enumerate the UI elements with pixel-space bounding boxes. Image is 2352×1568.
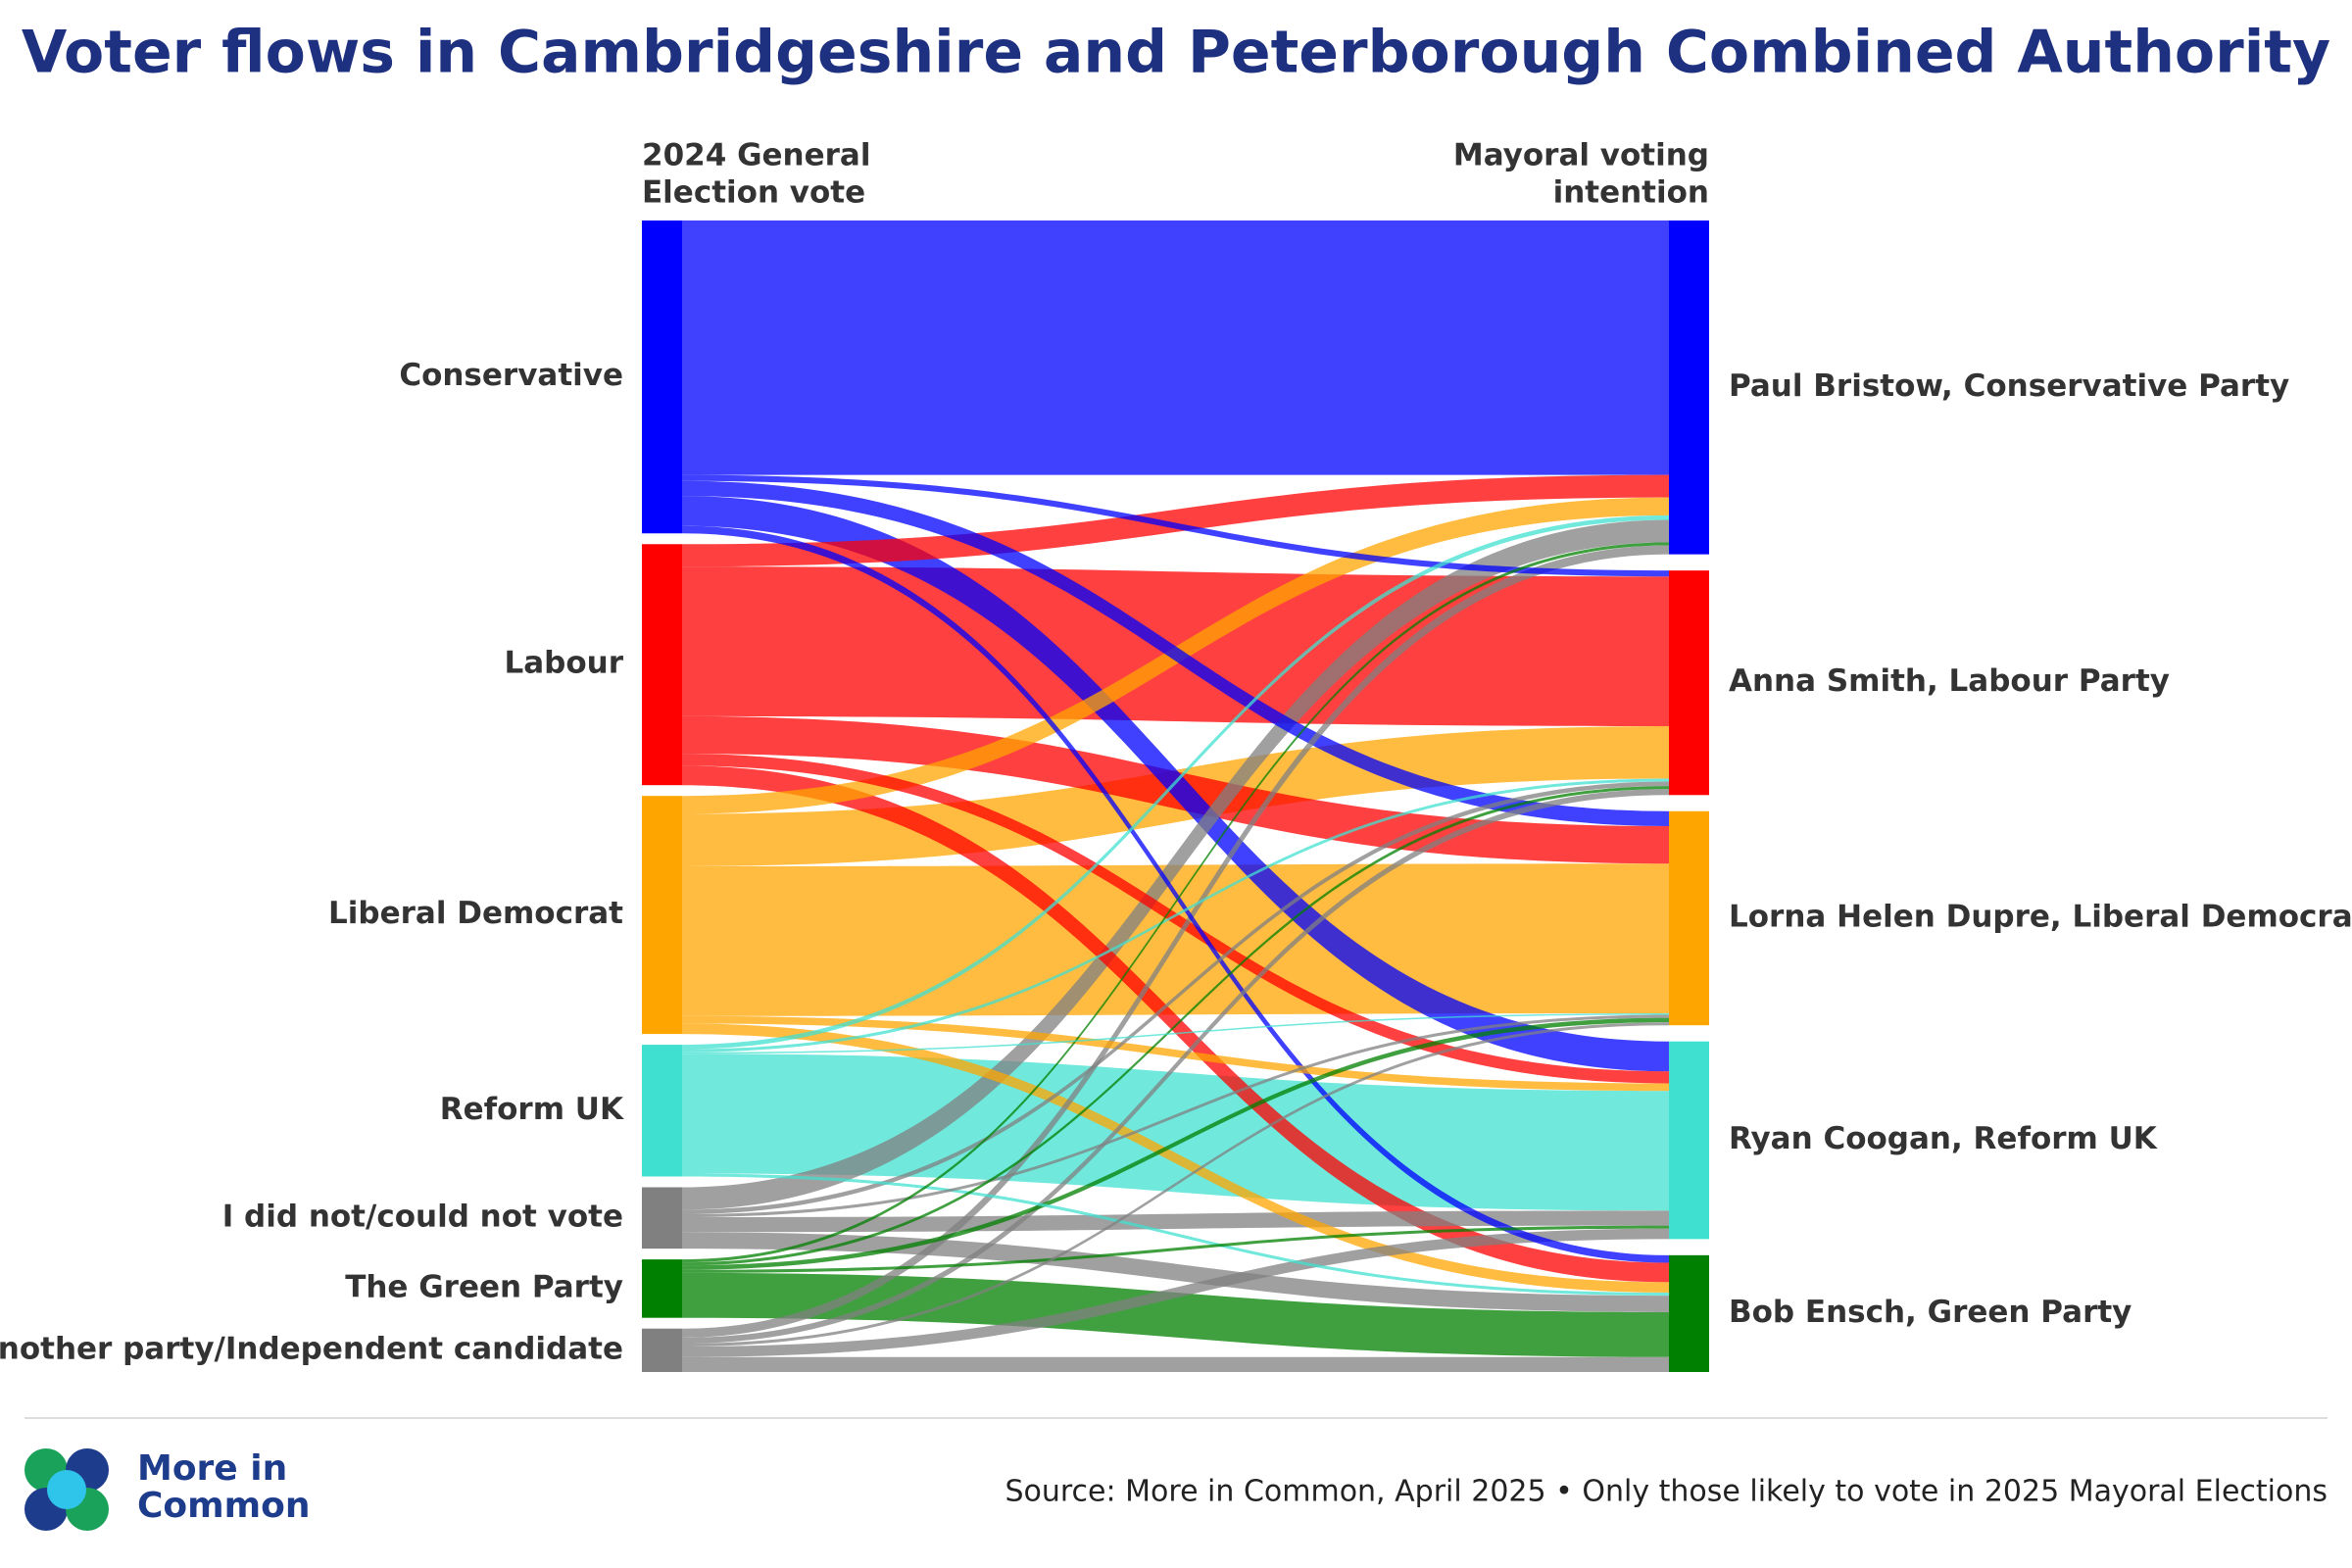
- source-label: Another party/Independent candidate: [0, 1331, 623, 1366]
- target-label: Lorna Helen Dupre, Liberal Democrats: [1729, 899, 2352, 934]
- flow: [682, 474, 1669, 567]
- source-node: [642, 220, 682, 534]
- flow: [682, 1173, 1669, 1297]
- flow: [682, 765, 1669, 1283]
- target-node: [1669, 220, 1709, 555]
- chart-title: Voter flows in Cambridgeshire and Peterb…: [22, 19, 2330, 87]
- logo-circle: [47, 1470, 86, 1509]
- left-heading: Election vote: [642, 175, 865, 211]
- flows: [682, 220, 1669, 1372]
- left-heading: 2024 General: [642, 138, 870, 173]
- source-node: [642, 1187, 682, 1250]
- source-node: [642, 1259, 682, 1318]
- flow: [682, 1012, 1669, 1054]
- flow: [682, 480, 1669, 827]
- flow: [682, 1022, 1669, 1348]
- right-heading: Mayoral voting: [1453, 138, 1709, 173]
- source-node: [642, 544, 682, 786]
- flow: [682, 514, 1669, 1050]
- target-label: Bob Ensch, Green Party: [1729, 1295, 2132, 1330]
- flow: [682, 1023, 1669, 1294]
- nodes: Conservative Labour Liberal Democrat Reform…: [0, 220, 2352, 1372]
- flow: [682, 1225, 1669, 1273]
- target-node: [1669, 570, 1709, 796]
- flow: [682, 1210, 1669, 1233]
- source-label: Reform UK: [440, 1092, 624, 1127]
- flow: [682, 525, 1669, 1263]
- flow: [682, 781, 1669, 1214]
- logo-text: Common: [137, 1486, 311, 1526]
- flow: [682, 1356, 1669, 1372]
- logo: [24, 1448, 109, 1531]
- flow: [682, 789, 1669, 1344]
- flow: [682, 545, 1669, 1338]
- flow: [682, 220, 1669, 475]
- target-node: [1669, 810, 1709, 1026]
- flow: [682, 754, 1669, 1084]
- target-node: [1669, 1254, 1709, 1372]
- source-node: [642, 796, 682, 1035]
- flow: [682, 1228, 1669, 1357]
- flow: [682, 1054, 1669, 1211]
- logo-text: More in: [137, 1448, 287, 1489]
- flow: [682, 786, 1669, 1266]
- flow: [682, 778, 1669, 1053]
- target-label: Anna Smith, Labour Party: [1729, 663, 2170, 699]
- flow: [682, 519, 1669, 1210]
- source-label: Conservative: [399, 358, 623, 393]
- flow: [682, 1015, 1669, 1092]
- source-label: Liberal Democrat: [328, 896, 623, 931]
- flow: [682, 542, 1669, 1263]
- flow: [682, 1017, 1669, 1270]
- right-heading: intention: [1553, 175, 1709, 211]
- source-label: The Green Party: [345, 1269, 623, 1304]
- source-node: [642, 1328, 682, 1372]
- flow: [682, 1272, 1669, 1357]
- target-node: [1669, 1041, 1709, 1240]
- source-note: Source: More in Common, April 2025 • Onl…: [1004, 1475, 2328, 1509]
- source-label: Labour: [504, 646, 623, 681]
- flow: [682, 1014, 1669, 1218]
- source-node: [642, 1045, 682, 1177]
- flow: [682, 474, 1669, 577]
- target-label: Ryan Coogan, Reform UK: [1729, 1121, 2158, 1156]
- source-label: I did not/could not vote: [222, 1199, 623, 1234]
- target-label: Paul Bristow, Conservative Party: [1729, 368, 2289, 404]
